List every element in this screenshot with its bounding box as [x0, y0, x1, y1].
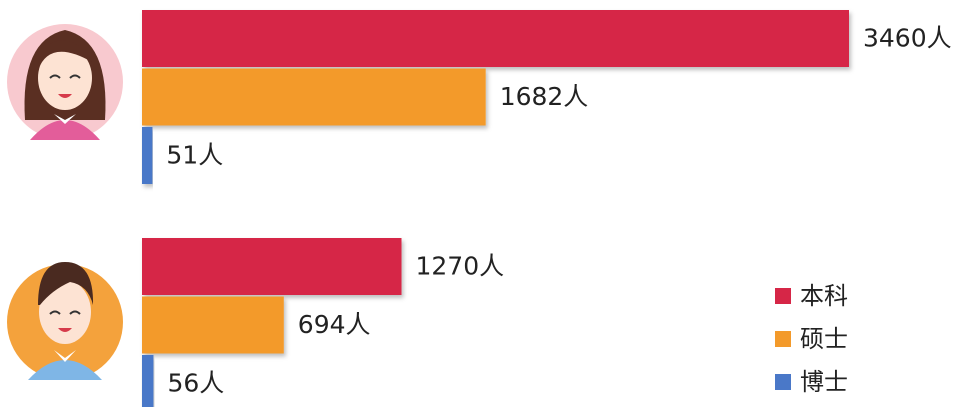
data-label: 1682人: [500, 82, 589, 111]
legend-label: 本科: [800, 282, 848, 310]
bar: [142, 10, 849, 67]
legend-swatch: [775, 374, 791, 390]
data-label: 51人: [166, 141, 223, 170]
bar: [142, 297, 284, 354]
male-avatar: [7, 262, 123, 380]
legend-label: 博士: [800, 368, 848, 396]
female-avatar: [7, 24, 123, 140]
legend-swatch: [775, 288, 791, 304]
bar: [142, 355, 153, 407]
chart: 3460人 1682人 51人 1270人 694人 56人 本科硕士博士: [0, 0, 958, 407]
bar: [142, 127, 152, 184]
data-label: 694人: [298, 310, 371, 339]
legend-swatch: [775, 331, 791, 347]
data-label: 56人: [167, 369, 224, 398]
bar: [142, 238, 402, 295]
bar: [142, 69, 486, 126]
data-label: 3460人: [863, 24, 952, 53]
legend-label: 硕士: [800, 325, 848, 353]
data-label: 1270人: [416, 252, 505, 281]
